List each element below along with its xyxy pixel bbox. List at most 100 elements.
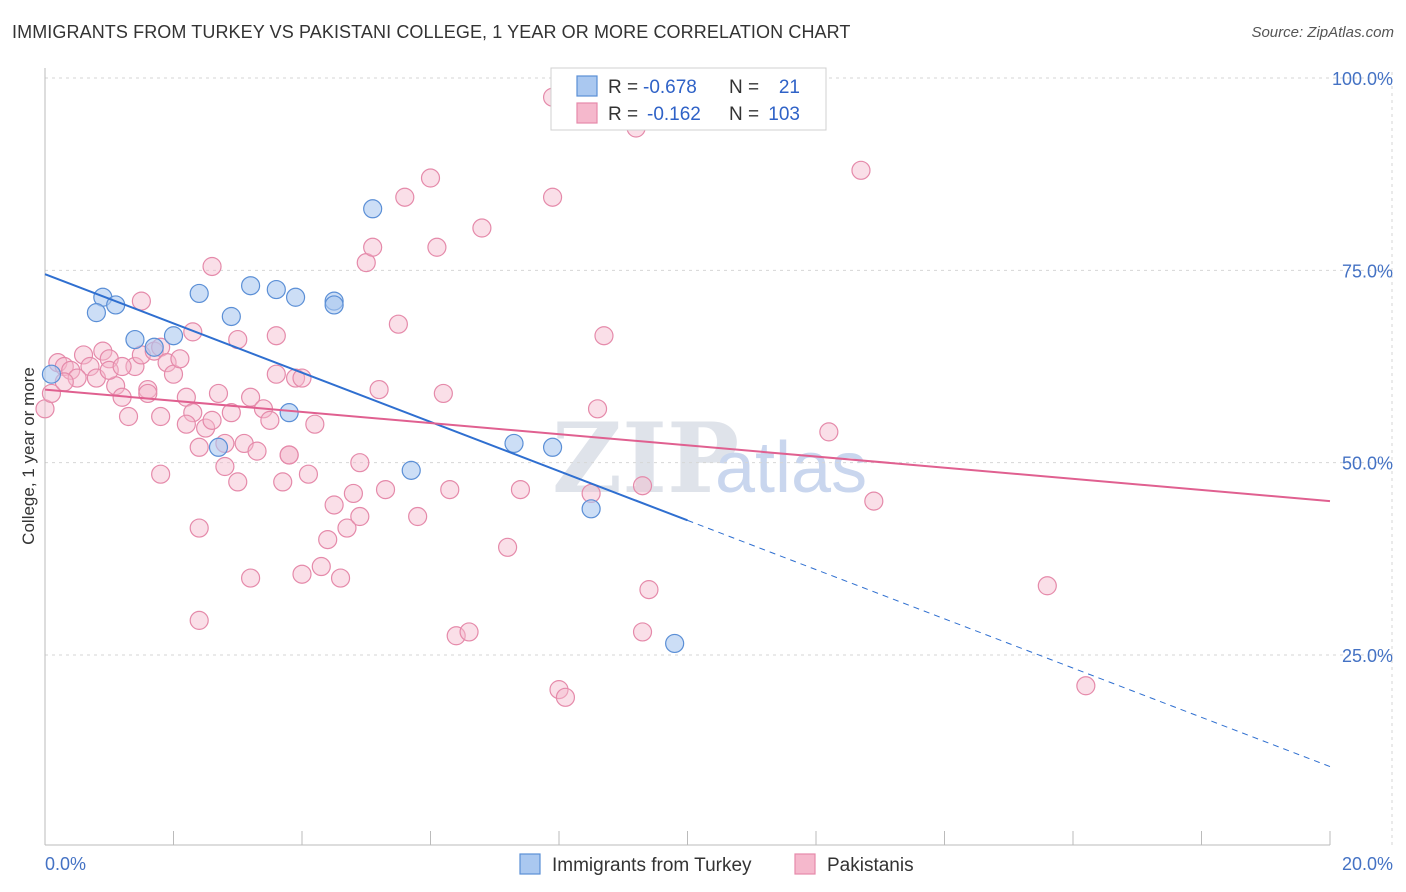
pakistani-point	[420, 168, 441, 188]
turkey-point	[266, 279, 286, 300]
legend-swatch-pakistani	[576, 102, 598, 124]
pakistani-point	[549, 680, 569, 700]
legend-r-label-turkey: R =	[608, 77, 638, 98]
pakistani-point	[510, 479, 531, 500]
pakistani-point	[324, 495, 344, 515]
pakistani-point	[318, 529, 338, 550]
pakistani-point	[279, 445, 299, 465]
turkey-point	[363, 199, 383, 219]
pakistani-point	[99, 360, 119, 380]
pakistani-point	[440, 479, 460, 500]
legend-n-label-turkey: N =	[729, 77, 759, 98]
pakistani-point	[408, 506, 428, 527]
pakistani-point	[330, 568, 351, 588]
legend-swatch-turkey	[576, 75, 598, 97]
axes	[44, 68, 1331, 846]
pakistani-point	[459, 622, 479, 642]
pakistani-point	[266, 364, 286, 384]
pakistani-point	[446, 626, 466, 646]
pakistani-point	[639, 580, 659, 600]
pakistani-point	[176, 414, 196, 434]
pakistani-point	[632, 476, 653, 496]
pakistani-point	[395, 187, 415, 207]
pakistani-point	[170, 349, 190, 369]
legend-n-label-pakistani: N =	[729, 104, 759, 125]
y-tick-label: 75.0%	[1342, 261, 1393, 281]
pakistani-point	[632, 622, 653, 642]
turkey-point	[163, 326, 184, 346]
pakistani-point	[472, 218, 492, 238]
pakistani-point	[363, 237, 383, 257]
y-tick-label: 25.0%	[1342, 646, 1393, 666]
bottom-legend-label-pakistani: Pakistanis	[827, 855, 914, 876]
x-tick-label-min: 0.0%	[45, 854, 86, 874]
pakistani-point	[498, 537, 518, 557]
pakistani-point	[851, 160, 871, 180]
legend-r-value-pakistani: -0.162	[647, 104, 701, 125]
turkey-point	[581, 499, 601, 519]
pakistani-point	[266, 326, 286, 346]
pakistani-point	[241, 387, 261, 407]
pakistani-point	[1037, 576, 1057, 596]
pakistani-point	[337, 518, 357, 538]
pakistani-point	[131, 291, 151, 311]
correlation-legend: R = -0.678 N = 21 R = -0.162 N = 103	[550, 67, 827, 131]
pakistani-point	[151, 464, 171, 484]
pakistani-point	[189, 518, 209, 538]
pakistani-point	[202, 256, 222, 277]
y-axis-label: College, 1 year or more	[19, 367, 38, 545]
y-tick-label: 50.0%	[1342, 454, 1393, 474]
turkey-point	[144, 337, 164, 357]
turkey-point	[125, 329, 145, 350]
pakistani-point	[247, 441, 267, 461]
pakistani-point	[260, 410, 280, 430]
pakistani-point	[151, 406, 171, 427]
pakistani-point	[350, 506, 370, 527]
pakistani-point	[594, 326, 614, 346]
series-legend: Immigrants from Turkey Pakistanis	[519, 853, 914, 876]
pakistani-point	[273, 472, 293, 492]
bottom-legend-label-turkey: Immigrants from Turkey	[552, 855, 752, 876]
turkey-point	[665, 633, 685, 654]
pakistani-point	[292, 564, 312, 584]
legend-n-value-pakistani: 103	[768, 104, 800, 125]
pakistani-point	[343, 483, 363, 504]
turkey-point	[401, 460, 421, 480]
pakistani-point	[427, 237, 447, 257]
pakistani-point	[183, 322, 203, 342]
pakistani-point	[196, 418, 216, 438]
turkey-point	[189, 283, 209, 304]
pakistani-point	[67, 368, 87, 388]
trend-lines	[44, 273, 1331, 768]
pakistani-point	[819, 422, 839, 442]
pakistani-point	[112, 356, 132, 377]
pakistani-point	[189, 437, 209, 457]
pakistani-point	[241, 568, 261, 588]
turkey-point	[221, 306, 241, 327]
pakistani-point	[587, 399, 608, 419]
pakistani-points	[35, 83, 1096, 707]
legend-r-label-pakistani: R =	[608, 104, 638, 125]
pakistani-point	[388, 314, 408, 334]
pakistani-point	[864, 491, 884, 511]
watermark-zip: ZIP	[552, 402, 739, 515]
tick-labels: 25.0% 50.0% 75.0% 100.0% 0.0% 20.0%	[45, 69, 1393, 874]
pakistani-point	[228, 472, 248, 492]
pakistani-point	[202, 410, 222, 430]
turkey-trend-line	[44, 273, 688, 522]
pakistani-point	[311, 556, 331, 577]
pakistani-point	[285, 368, 306, 388]
turkey-point	[279, 403, 299, 423]
pakistani-point	[61, 360, 81, 380]
pakistani-point	[73, 345, 94, 365]
turkey-point	[41, 364, 62, 384]
pakistani-point	[555, 687, 576, 707]
pakistani-point	[80, 356, 100, 377]
pakistani-point	[93, 341, 113, 361]
watermark-atlas: atlas	[715, 428, 867, 508]
turkey-point	[542, 437, 563, 457]
turkey-point	[86, 303, 107, 323]
pakistani-point	[215, 456, 235, 477]
turkey-trend-extension	[687, 519, 1331, 768]
